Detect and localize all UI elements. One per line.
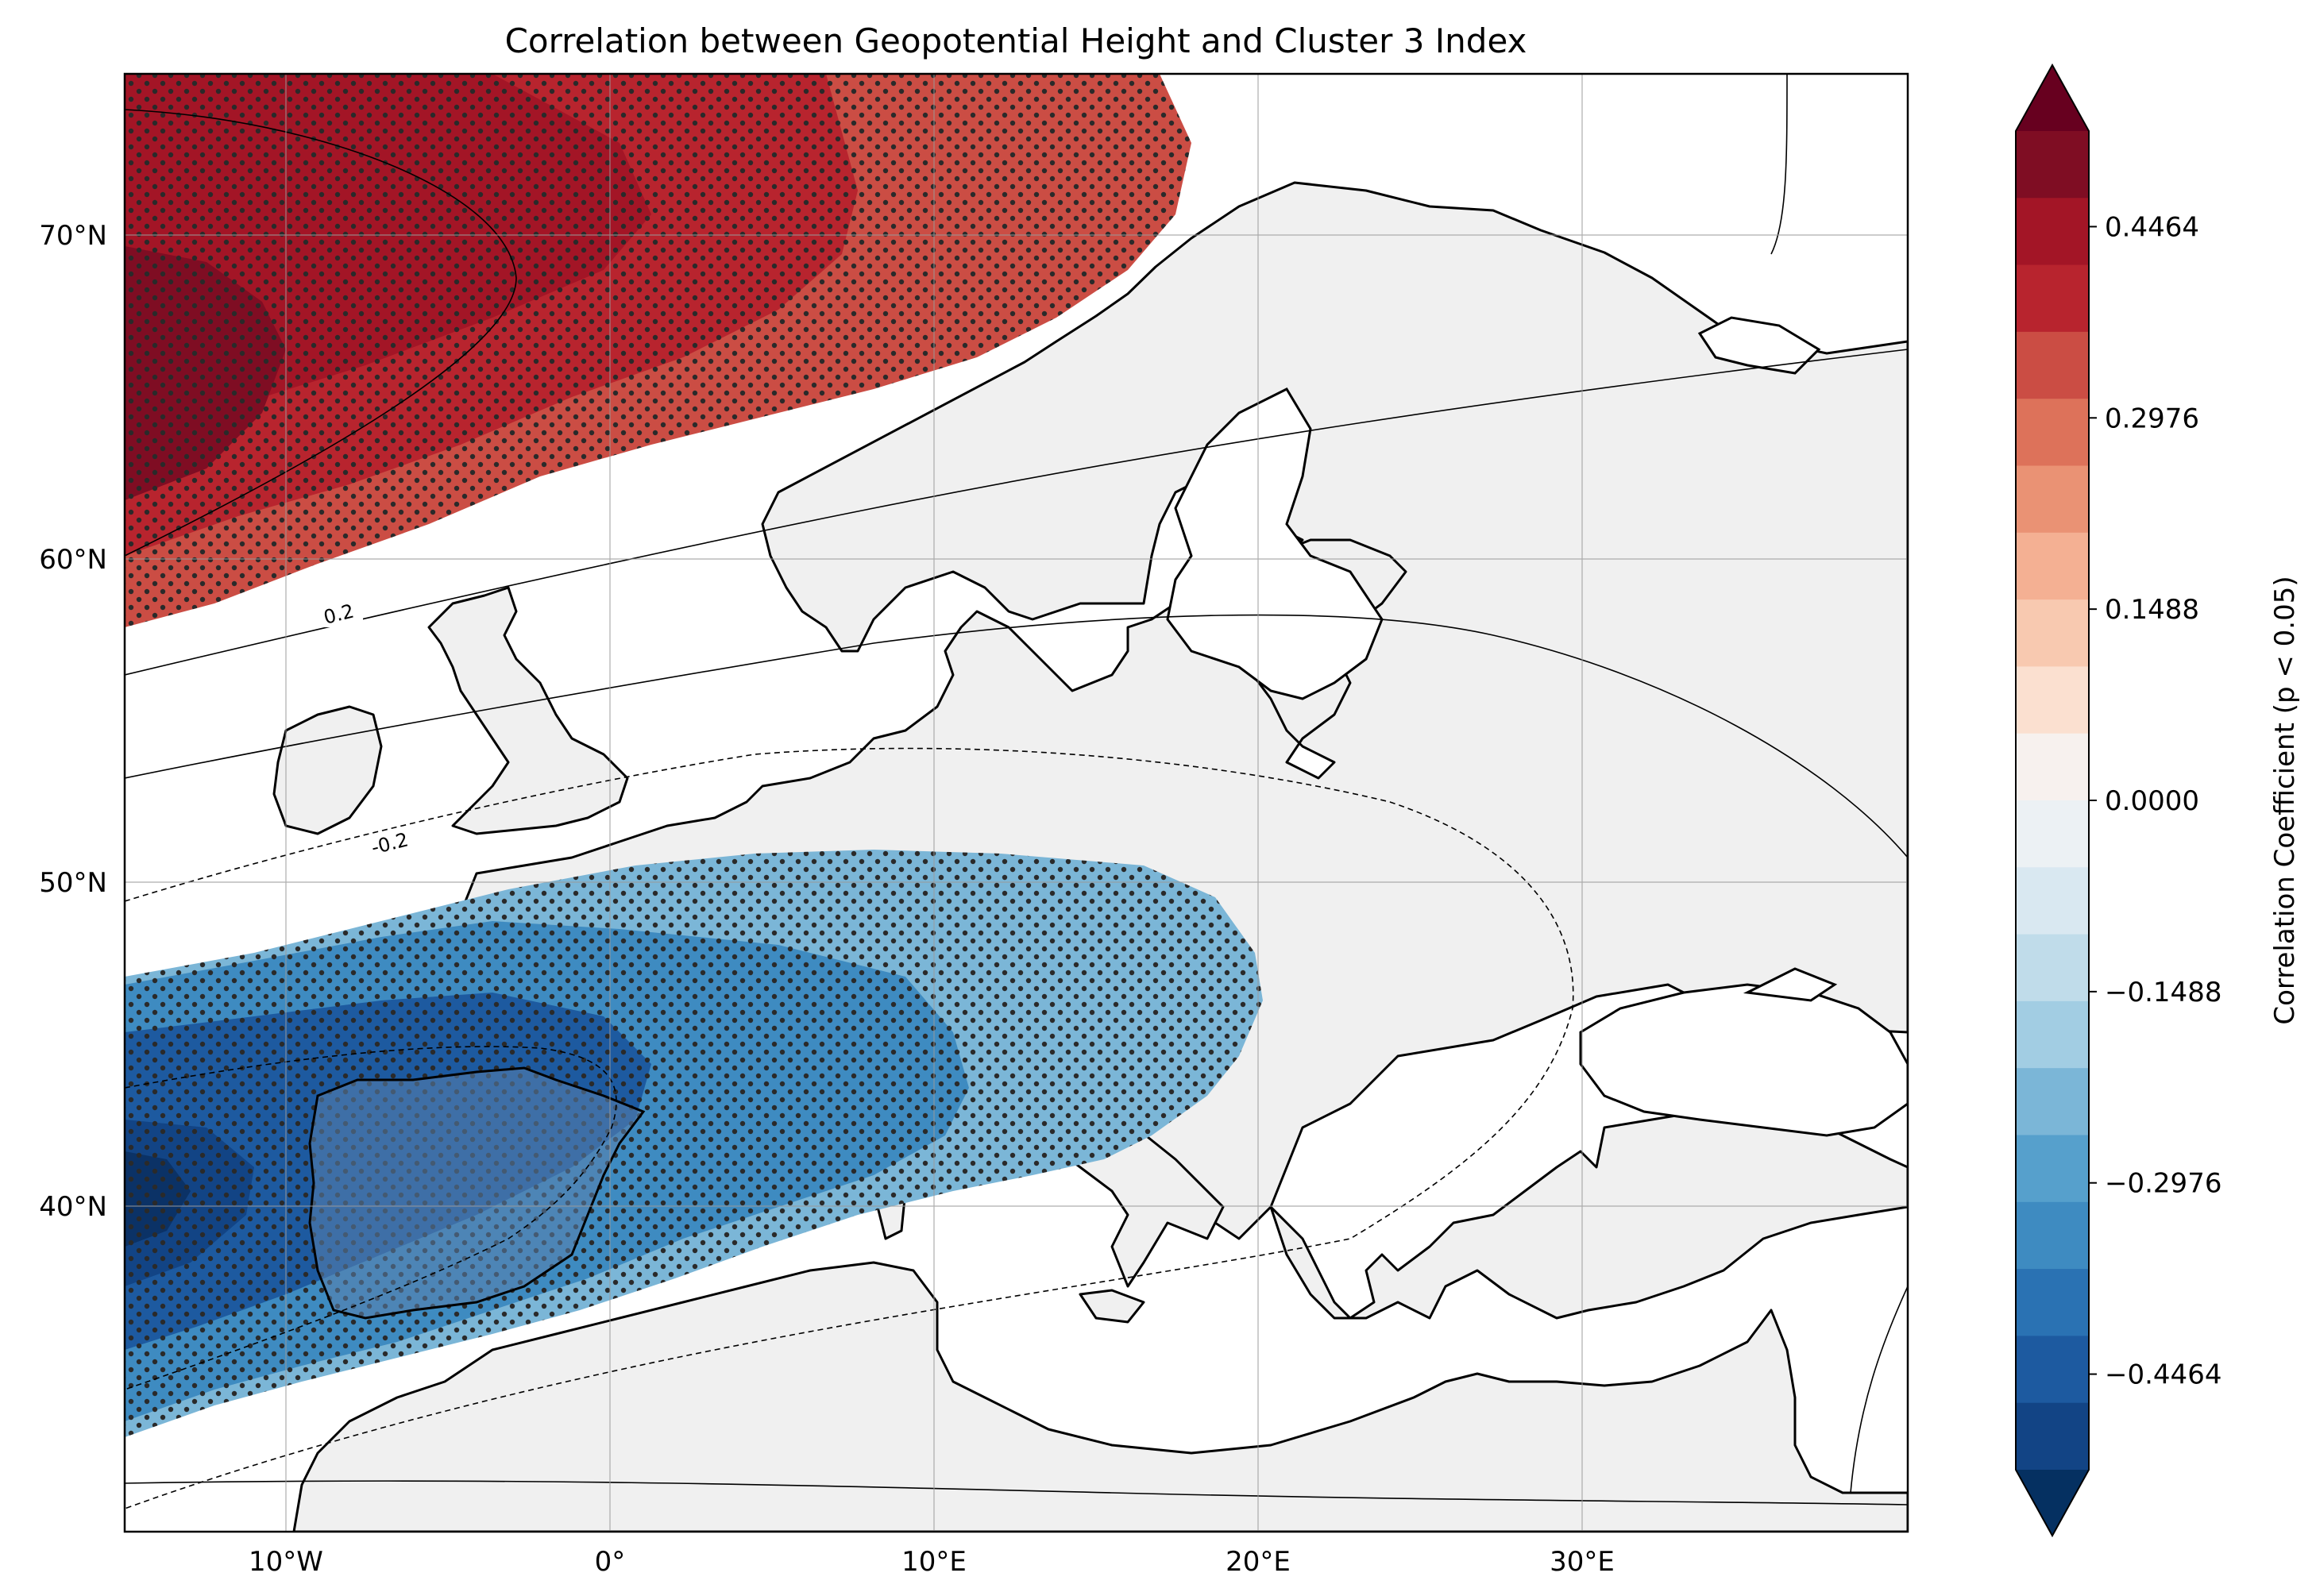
colorbar-cell (2016, 465, 2089, 534)
colorbar-cell (2016, 1000, 2089, 1069)
colorbar-cell (2016, 1269, 2089, 1336)
colorbar-tick-label: −0.1488 (2105, 977, 2221, 1008)
sea-black (1579, 983, 1908, 1137)
lon-tick-label: 0° (595, 1546, 626, 1578)
colorbar-cell (2016, 1068, 2089, 1136)
lon-tick-label: 20°E (1226, 1546, 1291, 1578)
colorbar-cell (2016, 1135, 2089, 1203)
contour-lines-negative (125, 747, 1574, 1509)
colorbar-extend-max (2016, 65, 2089, 131)
land-africa (292, 1261, 1908, 1532)
colorbar-cell (2016, 1201, 2089, 1270)
colorbar-extend-min (2016, 1470, 2089, 1536)
colorbar-cell (2016, 198, 2089, 266)
colorbar-cell (2016, 331, 2089, 399)
colorbar-cell (2016, 599, 2089, 667)
positive-anomaly (125, 74, 1191, 627)
colorbar-tick-label: −0.4464 (2105, 1359, 2221, 1391)
colorbar-tick-label: 0.0000 (2105, 785, 2199, 817)
contour-lines (125, 74, 1908, 1505)
sea-azov (1743, 967, 1838, 1002)
chart-title: Correlation between Geopotential Height … (505, 21, 1527, 60)
land-ireland (272, 705, 383, 835)
colorbar-tick-label: 0.1488 (2105, 594, 2199, 626)
colorbar-cell (2016, 934, 2089, 1002)
colorbar: 0.4464 0.2976 0.1488 0.0000 −0.1488 −0.2976 −0… (2015, 63, 2301, 1538)
lon-tick-label: 10°E (901, 1546, 967, 1578)
colorbar-tick-label: −0.2976 (2105, 1168, 2221, 1200)
colorbar-cell (2016, 800, 2089, 868)
colorbar-tick-label: 0.2976 (2105, 403, 2199, 434)
colorbar-outline (2015, 63, 2090, 1538)
colorbar-tick-label: 0.4464 (2105, 211, 2199, 243)
land-britain (427, 586, 629, 835)
lat-tick-label: 70°N (39, 220, 107, 252)
inland-seas (1166, 316, 1908, 1137)
colorbar-cells (2016, 131, 2089, 1471)
colorbar-ticks: 0.4464 0.2976 0.1488 0.0000 −0.1488 −0.2976 −0… (2089, 211, 2221, 1391)
lat-tick-label: 40°N (39, 1191, 107, 1223)
lat-tick-label: 60°N (39, 544, 107, 576)
map-frame (123, 72, 1909, 1533)
colorbar-cell (2016, 131, 2089, 199)
lat-tick-label: 50°N (39, 867, 107, 899)
colorbar-cell (2016, 264, 2089, 333)
colorbar-cell (2016, 399, 2089, 467)
colorbar-cell (2016, 1402, 2089, 1471)
colorbar-cell (2016, 733, 2089, 801)
colorbar-cell (2016, 1336, 2089, 1404)
colorbar-cell (2016, 867, 2089, 935)
lon-tick-labels: 10°W 0° 10°E 20°E 30°E (249, 1546, 1615, 1578)
land-sicily (1079, 1289, 1145, 1324)
lon-tick-label: 10°W (249, 1546, 323, 1578)
land-greece-balkans (1269, 1110, 1908, 1320)
colorbar-cell (2016, 666, 2089, 734)
map-axes: 0.2 -0.2 (125, 74, 1908, 1532)
lat-tick-labels: 40°N 50°N 60°N 70°N (39, 220, 107, 1223)
colorbar-cell (2016, 532, 2089, 600)
colorbar-label: Correlation Coefficient (p < 0.05) (2269, 576, 2301, 1024)
iberia-overlay (308, 1066, 646, 1320)
lon-tick-label: 30°E (1550, 1546, 1615, 1578)
sea-baltic (1166, 387, 1384, 700)
gridlines (125, 74, 1908, 1532)
